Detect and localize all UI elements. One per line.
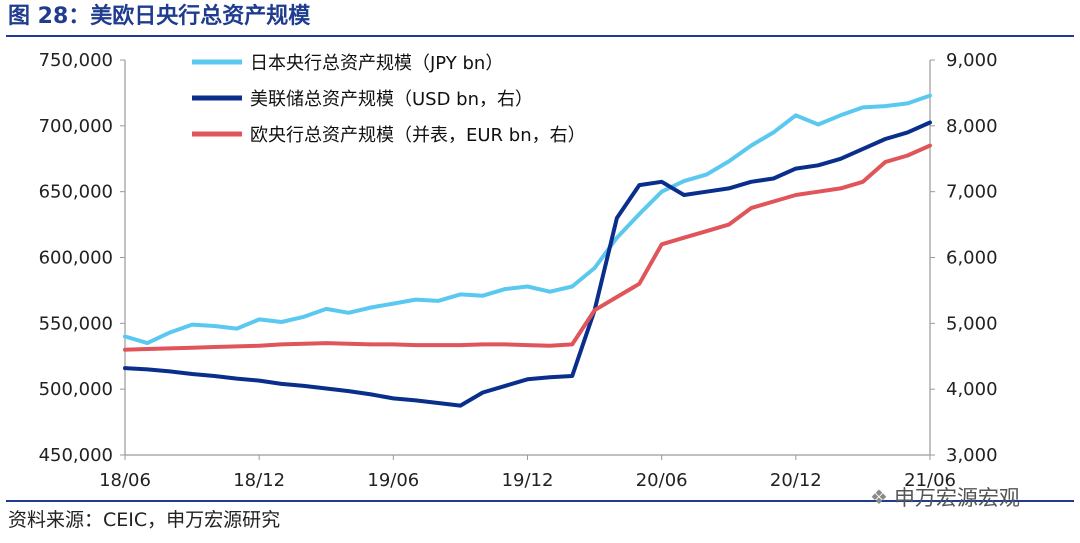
x-axis-tick-label: 19/12 <box>502 470 554 491</box>
left-axis-tick-labels: 450,000 500,000 550,000 600,000 650,000 700,0… <box>39 50 113 466</box>
right-axis-tick-label: 6,000 <box>946 248 998 269</box>
right-axis-tick-label: 8,000 <box>946 116 998 137</box>
left-axis-tick-label: 650,000 <box>39 182 113 203</box>
left-axis-tick-label: 500,000 <box>39 379 113 400</box>
x-axis-tick-label: 20/06 <box>636 470 688 491</box>
series-line-1 <box>123 120 932 408</box>
left-axis-tick-label: 550,000 <box>39 313 113 334</box>
wechat-icon: ❖ <box>870 485 888 509</box>
x-axis-tick-label: 21/06 <box>904 470 956 491</box>
x-axis-tick-label: 18/06 <box>99 470 151 491</box>
x-axis-tick-label: 19/06 <box>367 470 419 491</box>
series-lines <box>123 93 932 408</box>
right-axis-tick-label: 9,000 <box>946 50 998 71</box>
x-axis-tick-label: 18/12 <box>233 470 285 491</box>
left-axis-tick-label: 700,000 <box>39 116 113 137</box>
right-axis-tick-label: 7,000 <box>946 182 998 203</box>
right-axis-tick-label: 4,000 <box>946 379 998 400</box>
series-line-2 <box>123 143 932 352</box>
source-note: 资料来源：CEIC，申万宏源研究 <box>8 509 281 531</box>
left-axis-tick-label: 450,000 <box>39 445 113 466</box>
legend-label: 美联储总资产规模（USD bn，右） <box>250 89 533 110</box>
title-rule <box>6 35 1074 37</box>
watermark: ❖ 申万宏源宏观 <box>870 482 1020 512</box>
left-axis-tick-label: 750,000 <box>39 50 113 71</box>
left-axis-tick-label: 600,000 <box>39 248 113 269</box>
legend-label: 日本央行总资产规模（JPY bn） <box>250 53 503 74</box>
x-axis-tick-label: 20/12 <box>770 470 822 491</box>
x-axis-tick-labels: 18/06 18/12 19/06 19/12 20/06 20/12 21/06 <box>99 470 956 491</box>
right-axis-tick-label: 5,000 <box>946 313 998 334</box>
right-axis-tick-labels: 3,000 4,000 5,000 6,000 7,000 8,000 9,000 <box>946 50 998 466</box>
right-axis-tick-label: 3,000 <box>946 445 998 466</box>
footer-rule <box>6 500 1074 502</box>
legend-label: 欧央行总资产规模（并表，EUR bn，右） <box>250 125 586 146</box>
series-line-0 <box>123 93 932 346</box>
chart-axes <box>120 59 935 460</box>
legend: 日本央行总资产规模（JPY bn） 美联储总资产规模（USD bn，右） 欧央行总资… <box>192 53 586 146</box>
watermark-label: 申万宏源宏观 <box>893 486 1020 510</box>
figure-title: 图 28：美欧日央行总资产规模 <box>8 4 311 29</box>
